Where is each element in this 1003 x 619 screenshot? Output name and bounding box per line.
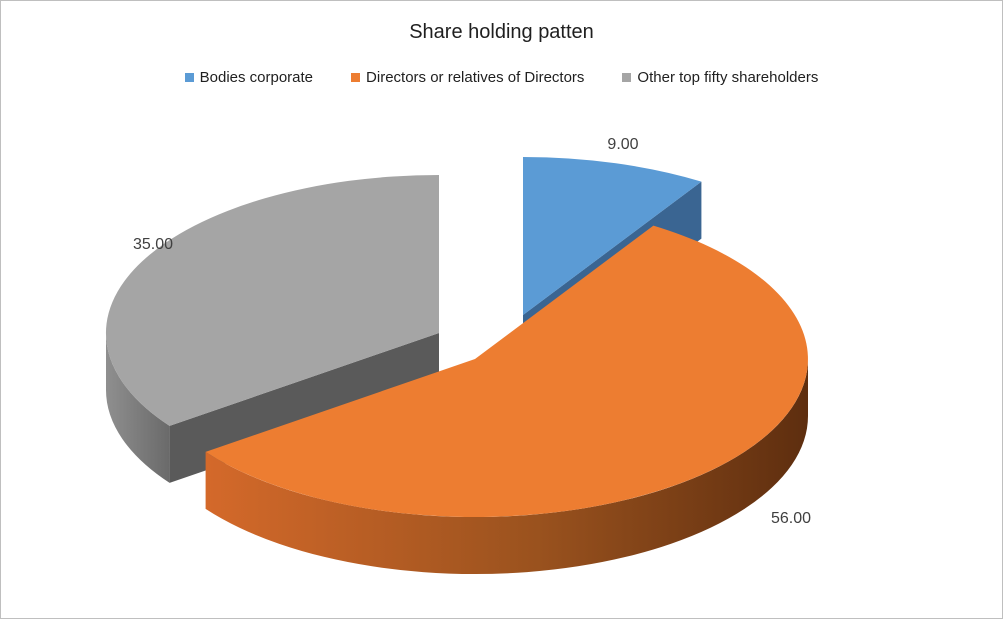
legend-label: Bodies corporate (199, 69, 314, 86)
legend-label: Directors or relatives of Directors (366, 69, 585, 86)
chart-legend: Bodies corporate Directors or relatives … (1, 69, 1002, 86)
data-label-other-top-fifty: 35.00 (133, 236, 173, 253)
orange-slice-side (205, 359, 809, 575)
legend-item-bodies-corporate: Bodies corporate (184, 69, 314, 86)
legend-swatch (351, 73, 361, 82)
grey-slice-side (105, 333, 170, 483)
orange-slice-top (205, 225, 808, 517)
legend-label: Other top fifty shareholders (637, 69, 819, 86)
legend-item-directors: Directors or relatives of Directors (351, 69, 584, 86)
grey-slice-top (105, 175, 439, 426)
data-label-bodies-corporate: 9.00 (607, 136, 638, 153)
legend-item-other-top-fifty: Other top fifty shareholders (622, 69, 818, 86)
chart-title: Share holding patten (409, 21, 594, 43)
legend-swatch (622, 73, 632, 82)
blue-slice-top (523, 157, 702, 315)
legend-swatch (184, 73, 194, 82)
data-label-directors: 56.00 (771, 510, 811, 527)
